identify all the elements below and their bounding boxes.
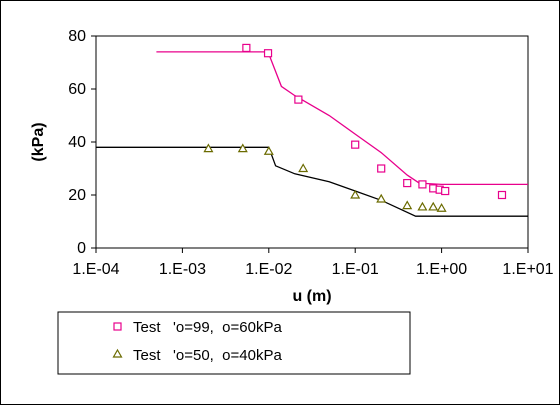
data-point-series-2: [350, 189, 361, 199]
data-point-series-1: [242, 43, 251, 53]
y-tick-label: 80: [68, 28, 86, 45]
x-tick-label: 1.E+01: [502, 261, 553, 278]
x-tick-label: 1.E+00: [416, 261, 467, 278]
data-point-series-1: [377, 164, 386, 173]
data-point-series-2: [376, 193, 387, 203]
data-point-series-2: [203, 143, 214, 153]
data-point-series-1: [403, 178, 412, 188]
data-point-series-2: [428, 201, 439, 211]
y-tick-label: 40: [68, 134, 86, 151]
x-tick-label: 1.E-03: [159, 261, 206, 278]
legend: Test 'o=99, o=60kPa Test 'o=50, o=40kPa: [57, 311, 411, 375]
data-point-series-1: [294, 95, 303, 104]
data-point-series-1: [497, 190, 507, 200]
y-axis-label: (kPa): [30, 122, 47, 161]
data-point-series-2: [402, 200, 413, 210]
data-point-series-2: [417, 201, 428, 211]
x-tick-label: 1.E-02: [245, 261, 292, 278]
data-point-series-1: [351, 140, 360, 149]
fit-lines: [96, 51, 528, 217]
x-axis-label: u (m): [292, 288, 331, 305]
x-axis-ticks: 1.E-04 1.E-03 1.E-02 1.E-01 1.E+00 1.E+01: [72, 248, 554, 278]
data-point-series-1: [263, 49, 273, 58]
fit-line-series-1: [156, 51, 528, 186]
legend-marker-square: [113, 322, 122, 331]
data-point-series-1: [418, 180, 427, 189]
fit-line-series-2: [96, 146, 528, 217]
data-point-series-2: [237, 143, 248, 153]
y-axis-ticks: 0 20 40 60 80: [68, 28, 96, 257]
x-tick-label: 1.E-04: [72, 261, 119, 278]
data-point-series-2: [298, 163, 309, 173]
y-tick-label: 0: [77, 240, 86, 257]
data-markers: [203, 43, 507, 212]
x-tick-label: 1.E-01: [332, 261, 379, 278]
legend-label-series-1: Test 'o=99, o=60kPa: [133, 319, 282, 336]
y-tick-label: 60: [68, 81, 86, 98]
legend-box: [57, 311, 411, 375]
data-point-series-1: [441, 186, 450, 196]
legend-label-series-2: Test 'o=50, o=40kPa: [133, 347, 282, 364]
legend-marker-triangle: [112, 348, 123, 358]
data-point-series-2: [263, 146, 274, 155]
y-tick-label: 20: [68, 187, 86, 204]
data-point-series-2: [436, 203, 447, 212]
